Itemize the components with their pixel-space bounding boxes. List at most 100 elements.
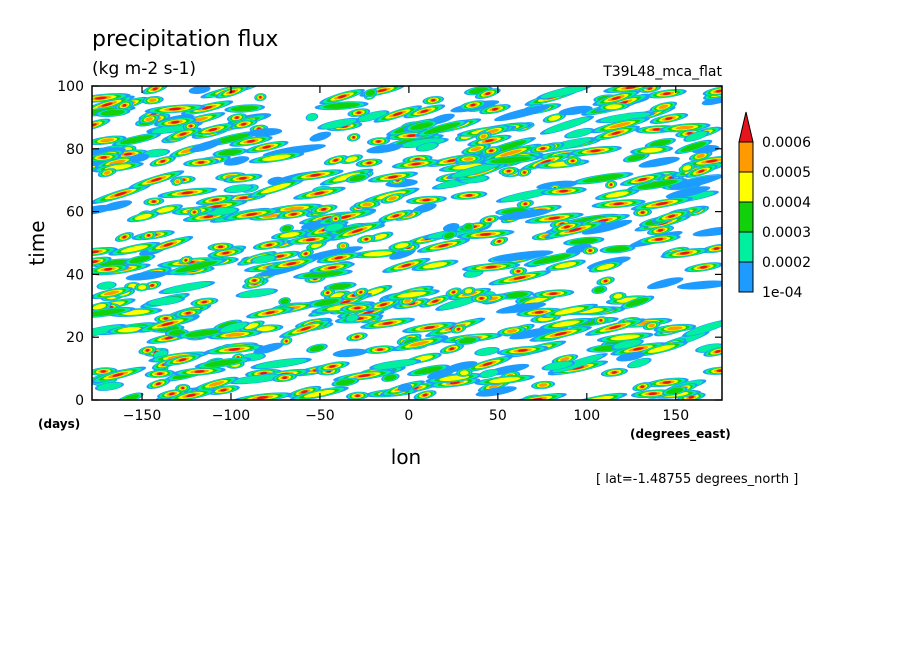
precip-cell: [146, 378, 171, 389]
y-tick-label: 20: [66, 330, 84, 346]
precip-cell: [115, 100, 134, 111]
precip-cell: [140, 231, 157, 240]
precip-cell: [439, 343, 465, 354]
precip-cell: [391, 159, 441, 169]
precip-cell: [422, 95, 445, 105]
y-unit-label: (days): [38, 417, 80, 431]
precip-cell: [339, 303, 375, 313]
precip-cell: [588, 261, 623, 273]
precip-cell: [630, 196, 694, 211]
precip-cell: [357, 234, 376, 244]
precip-cell: [116, 392, 144, 400]
precip-cell: [92, 286, 134, 300]
precip-cell: [461, 262, 521, 272]
precip-cell: [183, 158, 220, 167]
precip-cell: [459, 100, 487, 110]
precip-cell: [474, 374, 535, 386]
precip-cell: [247, 128, 283, 137]
precip-cell: [305, 112, 319, 122]
precip-cell: [474, 88, 501, 99]
precip-cell: [597, 102, 630, 111]
precip-cell: [540, 186, 587, 196]
precip-cell: [308, 297, 345, 308]
precip-cell: [684, 164, 718, 178]
precip-cell: [92, 93, 131, 104]
latitude-annotation: [ lat=-1.48755 degrees_north ]: [596, 472, 798, 487]
precip-cell: [652, 210, 691, 223]
precip-cell: [398, 383, 413, 392]
precip-cell: [659, 122, 711, 133]
precip-cell: [354, 110, 390, 123]
precip-cell: [531, 380, 556, 390]
precip-cell: [212, 148, 248, 157]
precip-cell: [610, 342, 667, 356]
precip-cell: [536, 86, 594, 100]
precip-cell: [347, 108, 371, 118]
precip-cell: [252, 240, 286, 250]
precip-cell: [593, 316, 608, 325]
precip-cell: [480, 155, 541, 165]
precip-cell: [108, 241, 161, 256]
y-tick-label: 40: [66, 267, 84, 283]
y-axis: 0 20 40 60 80 100: [57, 79, 722, 409]
precip-cell: [638, 156, 680, 168]
precip-cell: [229, 135, 273, 147]
precip-cell: [382, 257, 431, 273]
precip-cell: [438, 161, 496, 172]
precip-cell: [124, 254, 156, 265]
precip-cell: [289, 386, 349, 400]
precip-cell: [635, 341, 688, 357]
precip-cell: [456, 229, 515, 240]
precip-cell: [450, 324, 467, 334]
dataset-label: T39L48_mca_flat: [602, 64, 722, 80]
precip-cell: [494, 105, 551, 122]
precip-cell: [319, 88, 365, 105]
colorbar-label: 0.0006: [762, 135, 811, 151]
precip-cell: [419, 294, 452, 308]
precip-cell: [138, 114, 160, 124]
precip-cell: [92, 147, 126, 157]
precip-cell: [157, 187, 218, 199]
precip-cell: [223, 156, 250, 166]
precip-cell: [681, 155, 722, 168]
precip-cell: [267, 176, 284, 186]
precip-cell: [92, 256, 112, 267]
precip-cell: [462, 222, 475, 231]
precip-cell: [414, 119, 470, 137]
precip-cell: [461, 286, 476, 296]
precip-cell: [701, 94, 722, 106]
precip-cell: [315, 361, 350, 372]
precip-cell: [415, 142, 439, 152]
precip-cell: [516, 199, 534, 209]
colorbar-swatch: [738, 171, 754, 203]
precip-cell: [223, 184, 254, 193]
precip-cell: [175, 383, 191, 393]
colorbar-extend-arrow: [738, 111, 754, 143]
y-tick-label: 80: [66, 142, 84, 158]
precip-cell: [229, 119, 258, 130]
precip-cell: [393, 298, 431, 310]
precip-cell: [320, 288, 336, 297]
precip-cell: [563, 236, 605, 246]
colorbar-label: 1e-04: [762, 285, 802, 301]
precip-cell: [646, 277, 684, 290]
x-axis: −150 −100 −50 0 50 100 150: [123, 86, 689, 424]
precip-cell: [407, 364, 450, 377]
precip-cell: [609, 292, 627, 301]
precip-cell: [253, 342, 284, 355]
precip-cell: [129, 153, 150, 163]
precip-cell: [596, 332, 654, 343]
precip-cell: [558, 105, 593, 116]
precip-cell: [496, 345, 549, 356]
precip-cell: [128, 170, 185, 190]
x-tick-label: 0: [404, 408, 413, 424]
x-unit-label: (degrees_east): [630, 427, 731, 442]
precip-cell: [215, 86, 250, 99]
precip-cell: [158, 280, 216, 295]
precip-cell: [250, 357, 312, 370]
precip-cell: [684, 262, 722, 273]
precip-cell: [224, 104, 266, 113]
precip-cell: [402, 321, 457, 334]
precip-cell: [276, 209, 311, 219]
precip-cell: [100, 200, 133, 211]
